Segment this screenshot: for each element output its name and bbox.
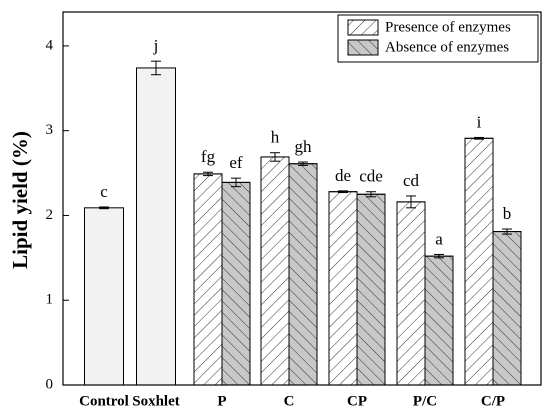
bar (136, 67, 176, 386)
y-axis-label: Lipid yield (%) (8, 131, 32, 269)
significance-label: b (503, 204, 512, 223)
x-tick-label: P/C (413, 393, 437, 409)
significance-label: fg (201, 147, 216, 166)
bar-hatch (424, 255, 454, 386)
significance-label: j (153, 36, 159, 55)
y-tick-label: 4 (46, 37, 54, 53)
bar-hatch (288, 163, 318, 386)
bar-hatch (356, 193, 386, 386)
legend-swatch-hatch (347, 19, 379, 36)
bar-hatch (464, 137, 494, 386)
y-tick-label: 1 (46, 292, 54, 308)
plot-frame (62, 11, 542, 386)
x-tick-label: C/P (481, 393, 505, 409)
bar-hatch (328, 191, 358, 386)
legend-label: Presence of enzymes (385, 19, 511, 35)
significance-label: a (435, 229, 443, 248)
x-tick-label: C (284, 393, 295, 409)
legend-label: Absence of enzymes (385, 39, 509, 55)
x-tick-label: Soxhlet (132, 393, 180, 409)
x-tick-label: Control (79, 393, 129, 409)
significance-label: de (335, 166, 351, 185)
bar-hatch (260, 156, 290, 386)
significance-label: c (100, 182, 108, 201)
significance-label: i (477, 112, 482, 131)
bar-hatch (396, 201, 426, 386)
x-tick-label: CP (347, 393, 367, 409)
bar-hatch (221, 181, 251, 386)
y-tick-label: 2 (46, 207, 54, 223)
bar-hatch (492, 231, 522, 386)
significance-label: cd (403, 171, 420, 190)
significance-label: h (271, 128, 280, 147)
significance-label: cde (359, 167, 383, 186)
significance-label: gh (295, 137, 313, 156)
x-tick-label: P (217, 393, 226, 409)
legend-swatch-hatch (347, 39, 379, 56)
bar (84, 207, 124, 386)
bar-hatch (193, 173, 223, 386)
significance-label: ef (229, 153, 243, 172)
y-tick-label: 3 (46, 122, 54, 138)
y-tick-label: 0 (46, 376, 54, 392)
